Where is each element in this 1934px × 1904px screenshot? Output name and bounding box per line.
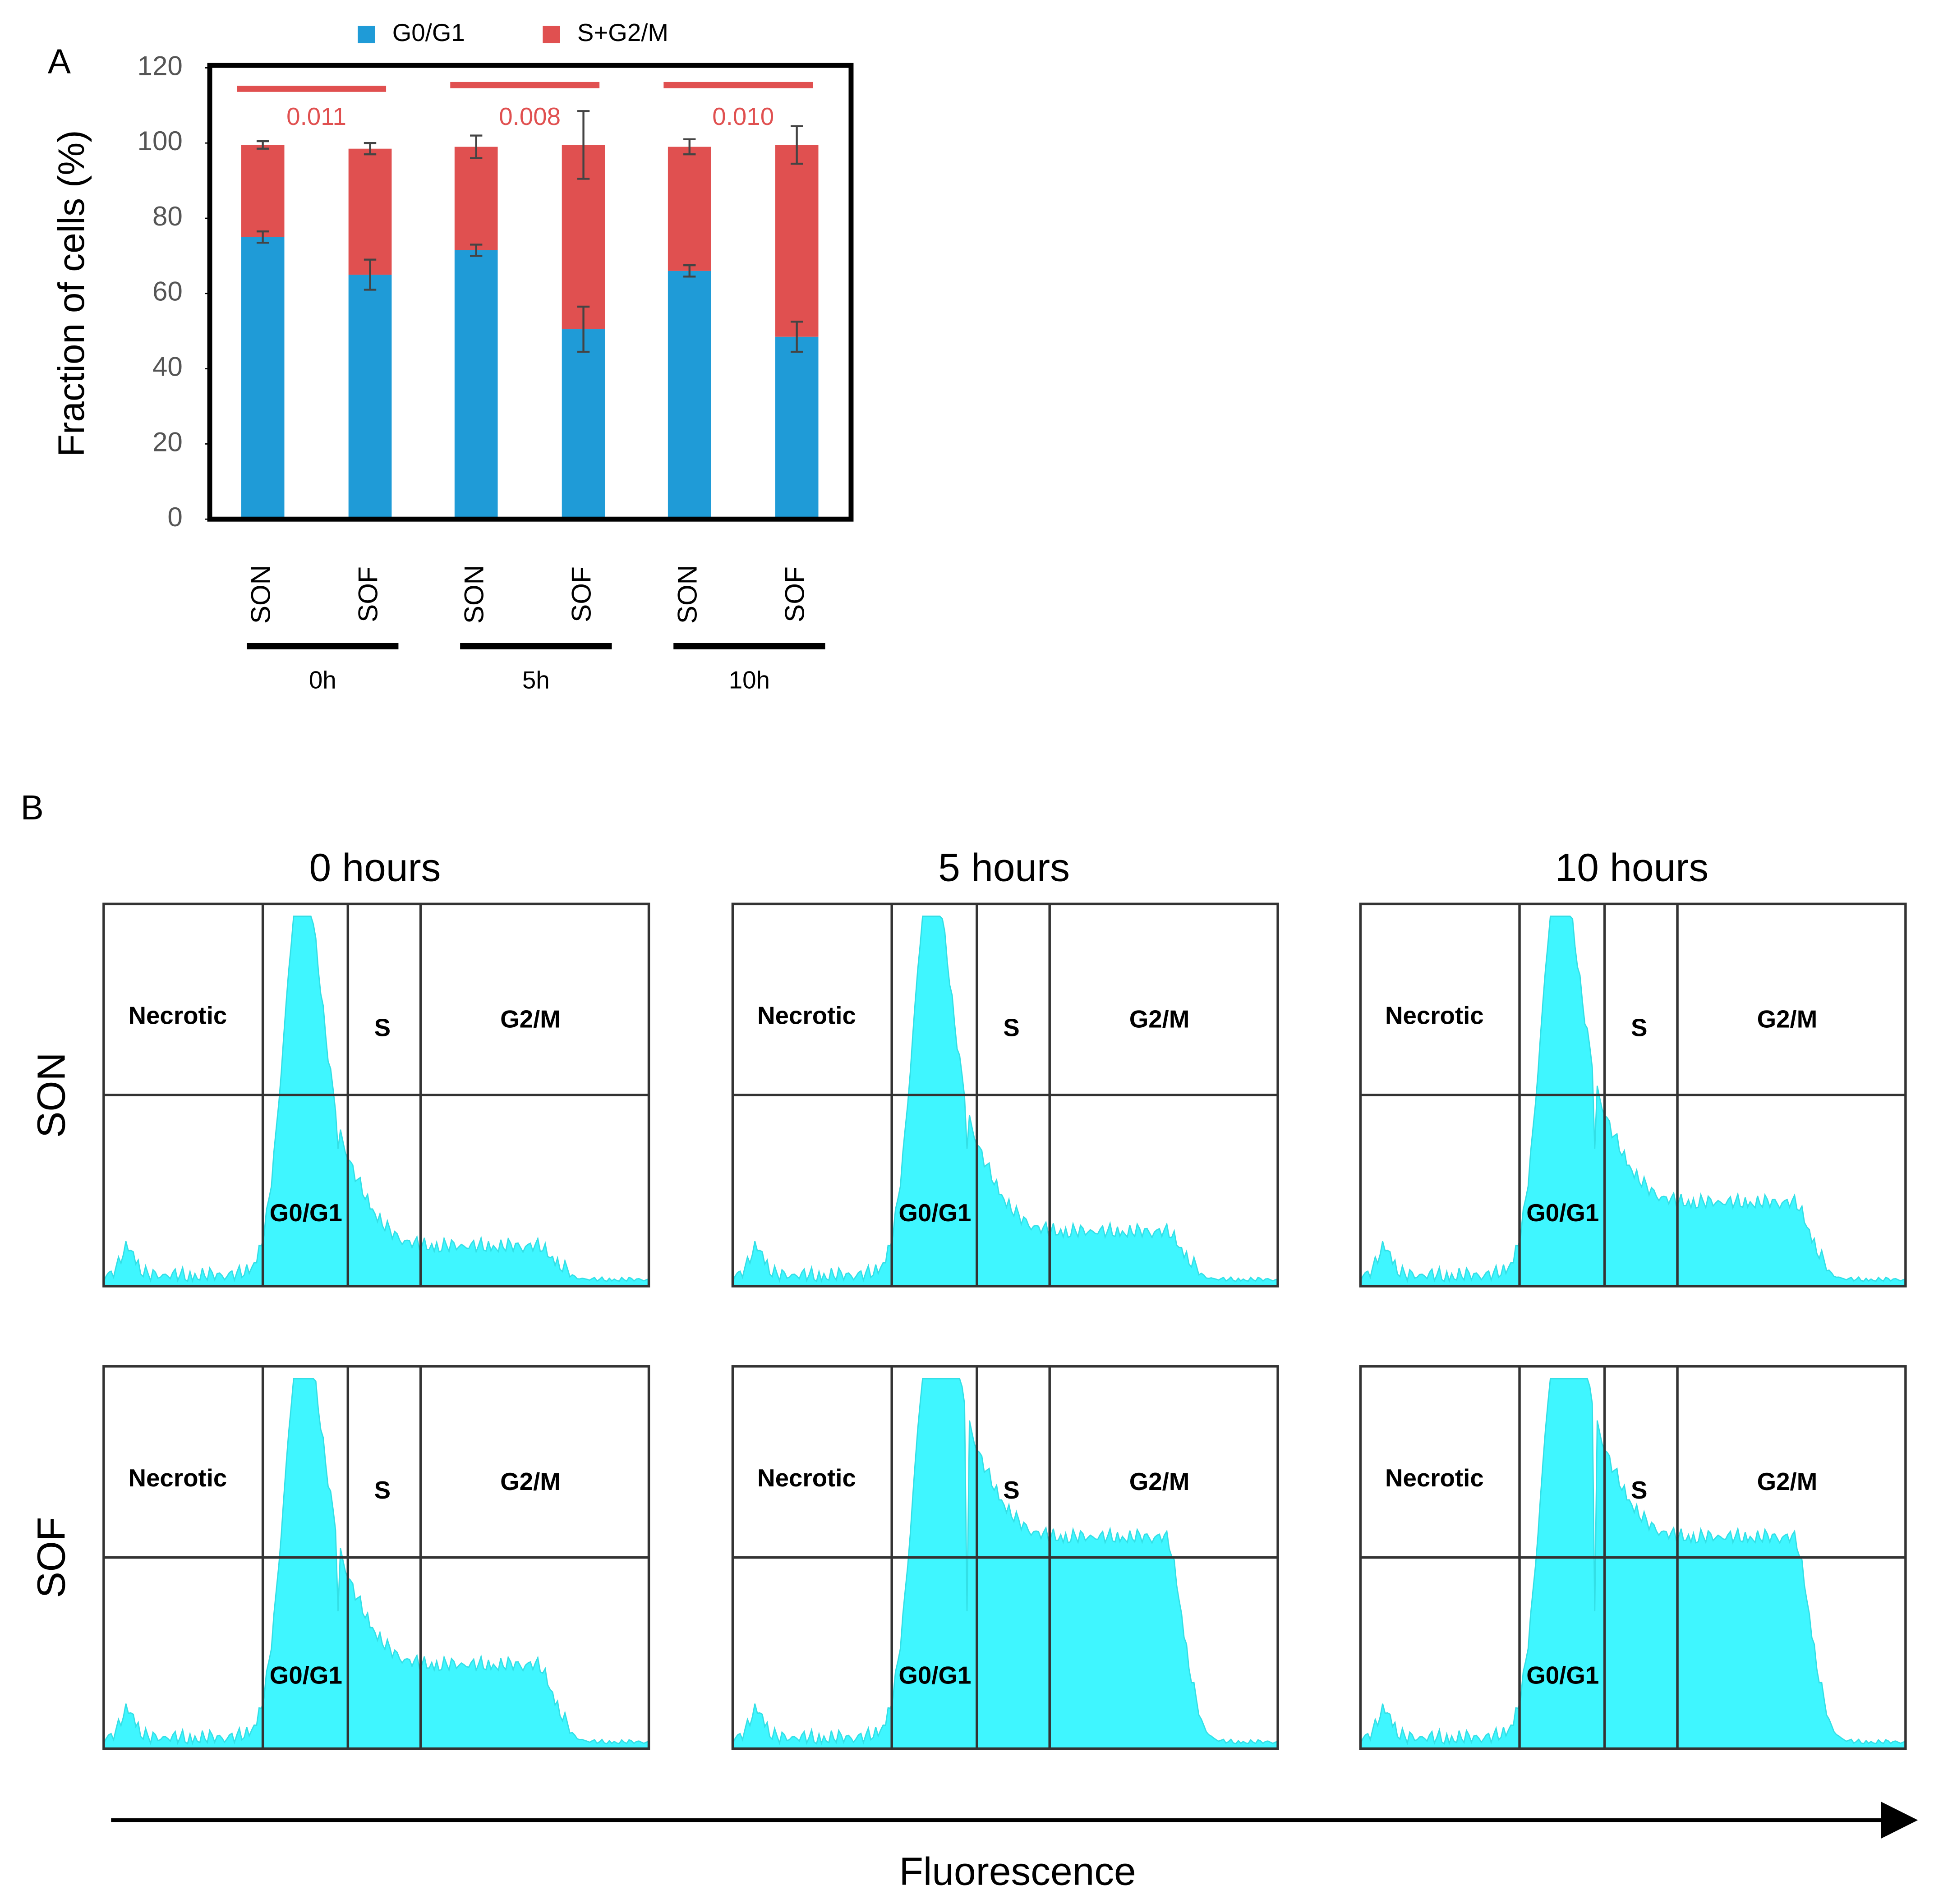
row-label: SOF: [29, 1517, 74, 1598]
histogram: [1359, 915, 1906, 1287]
histogram: [103, 915, 649, 1287]
bar-segment: [562, 329, 605, 520]
error-bar: [364, 142, 377, 156]
group-label: 10h: [729, 666, 770, 694]
y-tick-label: 100: [138, 126, 183, 156]
bar-segment: [241, 145, 285, 237]
x-tick-label: SON: [672, 565, 703, 624]
bar-segment: [241, 237, 285, 520]
x-tick-label: SON: [459, 565, 489, 624]
group-label: 0h: [309, 666, 336, 694]
x-tick-label: SOF: [353, 566, 383, 622]
gate-label: S: [1003, 1476, 1019, 1504]
gate-label: S: [1631, 1476, 1647, 1504]
bar-segment: [348, 275, 392, 520]
column-title: 5 hours: [938, 846, 1070, 890]
gate-label: G2/M: [1129, 1005, 1190, 1033]
gate-label: Necrotic: [129, 1001, 227, 1029]
bar-segment: [348, 148, 392, 275]
gate-label: G0/G1: [898, 1661, 971, 1689]
bar-segment: [454, 250, 498, 520]
gate-label: G2/M: [1129, 1467, 1190, 1495]
p-value: 0.011: [286, 102, 346, 130]
y-tick-label: 20: [152, 427, 183, 457]
gate-label: Necrotic: [129, 1464, 227, 1492]
bar-segment: [668, 147, 711, 271]
histogram: [732, 915, 1279, 1287]
panel-label: B: [21, 789, 44, 827]
legend-swatch: [543, 26, 560, 43]
gate-label: Necrotic: [757, 1464, 856, 1492]
y-tick-label: 80: [152, 201, 183, 231]
error-bar: [364, 258, 377, 291]
histogram: [732, 1378, 1279, 1749]
gate-label: Necrotic: [1385, 1001, 1484, 1029]
y-axis-label: Fraction of cells (%): [51, 130, 92, 457]
error-bar: [256, 230, 269, 244]
gate-label: G0/G1: [270, 1661, 342, 1689]
histogram: [1359, 1378, 1906, 1749]
error-bar: [790, 125, 803, 165]
plot-frame: [207, 63, 854, 522]
group-label: 5h: [522, 666, 550, 694]
panel-label: A: [48, 42, 71, 81]
bar-segment: [775, 336, 819, 520]
bar-segment: [454, 147, 498, 250]
gate-label: G0/G1: [1526, 1199, 1599, 1227]
error-bar: [256, 140, 269, 150]
bar-segment: [668, 271, 711, 520]
y-tick-label: 60: [152, 276, 183, 307]
error-bar: [790, 321, 803, 353]
error-bar: [683, 264, 696, 278]
x-tick-label: SOF: [566, 566, 596, 622]
gate-label: G2/M: [1757, 1005, 1818, 1033]
y-tick-label: 40: [152, 351, 183, 382]
y-tick-label: 120: [138, 51, 183, 81]
legend-swatch: [358, 26, 375, 43]
gate-label: S: [374, 1476, 391, 1504]
legend-label: G0/G1: [392, 18, 465, 46]
histogram: [103, 1378, 649, 1749]
gate-label: S: [374, 1014, 391, 1042]
error-bar: [577, 305, 590, 353]
gate-label: S: [1631, 1014, 1647, 1042]
gate-label: S: [1003, 1014, 1019, 1042]
p-value: 0.008: [499, 102, 561, 130]
x-axis-label: Fluorescence: [899, 1849, 1136, 1893]
legend-label: S+G2/M: [577, 18, 668, 46]
error-bar: [683, 138, 696, 156]
error-bar: [577, 110, 590, 180]
bar-segment: [775, 145, 819, 337]
x-tick-label: SOF: [780, 566, 810, 622]
gate-label: Necrotic: [1385, 1464, 1484, 1492]
p-value: 0.010: [712, 102, 774, 130]
row-label: SON: [29, 1052, 74, 1138]
column-title: 0 hours: [309, 846, 441, 890]
gate-label: G2/M: [1757, 1467, 1818, 1495]
error-bar: [470, 134, 483, 159]
y-tick-label: 0: [167, 502, 182, 532]
gate-label: Necrotic: [757, 1001, 856, 1029]
gate-label: G2/M: [500, 1467, 561, 1495]
column-title: 10 hours: [1555, 846, 1709, 890]
error-bar: [470, 244, 483, 257]
gate-label: G0/G1: [270, 1199, 342, 1227]
gate-label: G0/G1: [898, 1199, 971, 1227]
gate-label: G2/M: [500, 1005, 561, 1033]
x-tick-label: SON: [246, 565, 276, 624]
gate-label: G0/G1: [1526, 1661, 1599, 1689]
